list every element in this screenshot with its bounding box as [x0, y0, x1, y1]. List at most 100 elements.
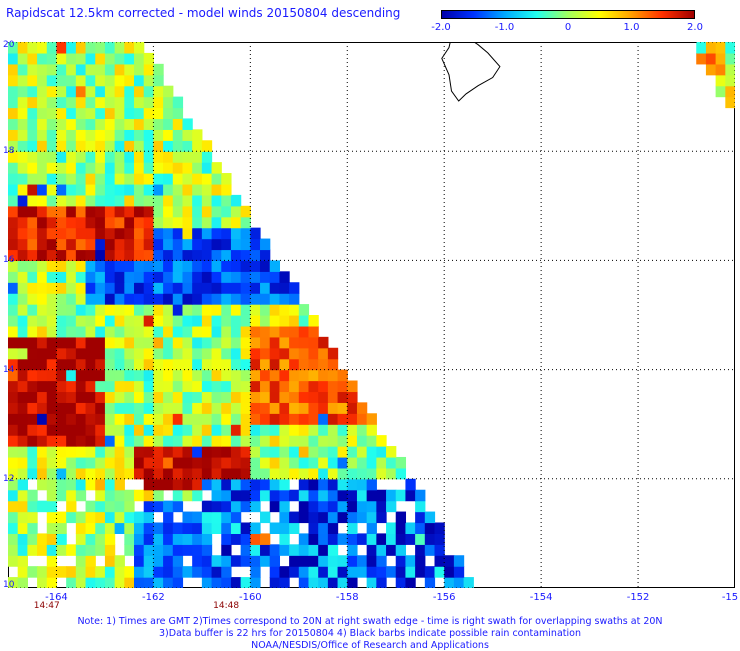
wind-cell	[211, 413, 222, 425]
wind-cell	[192, 249, 203, 261]
wind-cell	[163, 293, 174, 305]
wind-cell	[260, 336, 271, 349]
wind-cell	[405, 533, 416, 545]
wind-cell	[279, 533, 290, 545]
wind-cell	[124, 151, 135, 163]
wind-cell	[453, 566, 465, 578]
wind-cell	[356, 566, 368, 578]
wind-cell	[230, 304, 242, 316]
wind-cell	[75, 478, 87, 491]
wind-cell	[37, 544, 48, 556]
wind-cell	[134, 489, 145, 502]
wind-cell	[8, 533, 19, 545]
wind-cell	[143, 162, 154, 174]
wind-cell	[298, 380, 310, 393]
wind-cell	[279, 424, 290, 436]
wind-cell	[715, 63, 726, 76]
wind-cell	[230, 456, 242, 469]
wind-cell	[8, 216, 19, 229]
wind-cell	[327, 522, 339, 534]
wind-cell	[27, 489, 38, 502]
wind-cell	[85, 151, 96, 163]
wind-cell	[366, 522, 377, 534]
wind-cell	[85, 227, 96, 240]
wind-cell	[318, 424, 329, 436]
wind-cell	[134, 511, 145, 524]
wind-cell	[8, 85, 19, 98]
wind-cell	[134, 183, 145, 196]
wind-cell	[172, 151, 184, 163]
wind-cell	[337, 435, 348, 447]
wind-cell	[327, 380, 339, 393]
wind-cell	[318, 456, 329, 469]
wind-cell	[153, 336, 164, 349]
wind-cell	[8, 424, 19, 436]
wind-cell	[250, 413, 261, 425]
wind-cell	[85, 140, 96, 152]
wind-cell	[85, 282, 96, 294]
wind-cell	[269, 478, 281, 491]
wind-cell	[163, 467, 174, 480]
wind-cell	[163, 227, 174, 240]
wind-cell	[134, 467, 145, 480]
wind-cell	[182, 369, 193, 382]
wind-cell	[17, 544, 28, 556]
wind-cell	[66, 413, 77, 425]
wind-cell	[66, 500, 77, 513]
wind-cell	[240, 369, 251, 382]
wind-cell	[240, 522, 251, 534]
wind-cell	[75, 183, 87, 196]
wind-cell	[230, 511, 242, 524]
wind-cell	[85, 467, 96, 480]
wind-cell	[347, 446, 358, 458]
wind-cell	[211, 336, 222, 349]
wind-cell	[8, 129, 19, 141]
wind-cell	[221, 271, 232, 283]
wind-cell	[201, 369, 213, 382]
wind-cell	[27, 467, 38, 480]
wind-cell	[182, 435, 193, 447]
wind-cell	[395, 522, 407, 534]
wind-cell	[95, 85, 106, 98]
wind-cell	[66, 347, 77, 360]
wind-cell	[163, 522, 174, 534]
wind-cell	[124, 63, 135, 76]
wind-cell	[104, 293, 116, 305]
wind-cell	[434, 533, 445, 545]
wind-cell	[201, 544, 213, 556]
wind-cell	[27, 347, 38, 360]
wind-cell	[221, 227, 232, 240]
wind-cell	[192, 162, 203, 174]
wind-cell	[143, 216, 154, 229]
wind-cell	[143, 227, 154, 240]
wind-cell	[192, 151, 203, 163]
wind-cell	[56, 413, 67, 425]
wind-cell	[153, 227, 164, 240]
wind-cell	[153, 238, 164, 251]
wind-cell	[95, 140, 106, 152]
wind-cell	[114, 183, 125, 196]
wind-cell	[114, 402, 125, 414]
wind-cell	[66, 402, 77, 414]
wind-cell	[124, 325, 135, 338]
wind-cell	[347, 533, 358, 545]
wind-cell	[705, 42, 717, 54]
wind-cell	[182, 533, 193, 545]
wind-cell	[27, 533, 38, 545]
wind-cell	[8, 369, 19, 382]
wind-cell	[308, 500, 319, 513]
wind-cell	[240, 315, 251, 327]
wind-cell	[124, 85, 135, 98]
wind-cell	[46, 336, 58, 349]
wind-cell	[56, 435, 67, 447]
wind-cell	[8, 522, 19, 534]
wind-cell	[114, 435, 125, 447]
wind-cell	[163, 162, 174, 174]
wind-cell	[134, 205, 145, 218]
wind-cell	[104, 304, 116, 316]
wind-cell	[163, 413, 174, 425]
wind-cell	[27, 336, 38, 349]
wind-cell	[434, 566, 445, 578]
wind-cell	[17, 391, 28, 403]
wind-cell	[46, 107, 58, 120]
